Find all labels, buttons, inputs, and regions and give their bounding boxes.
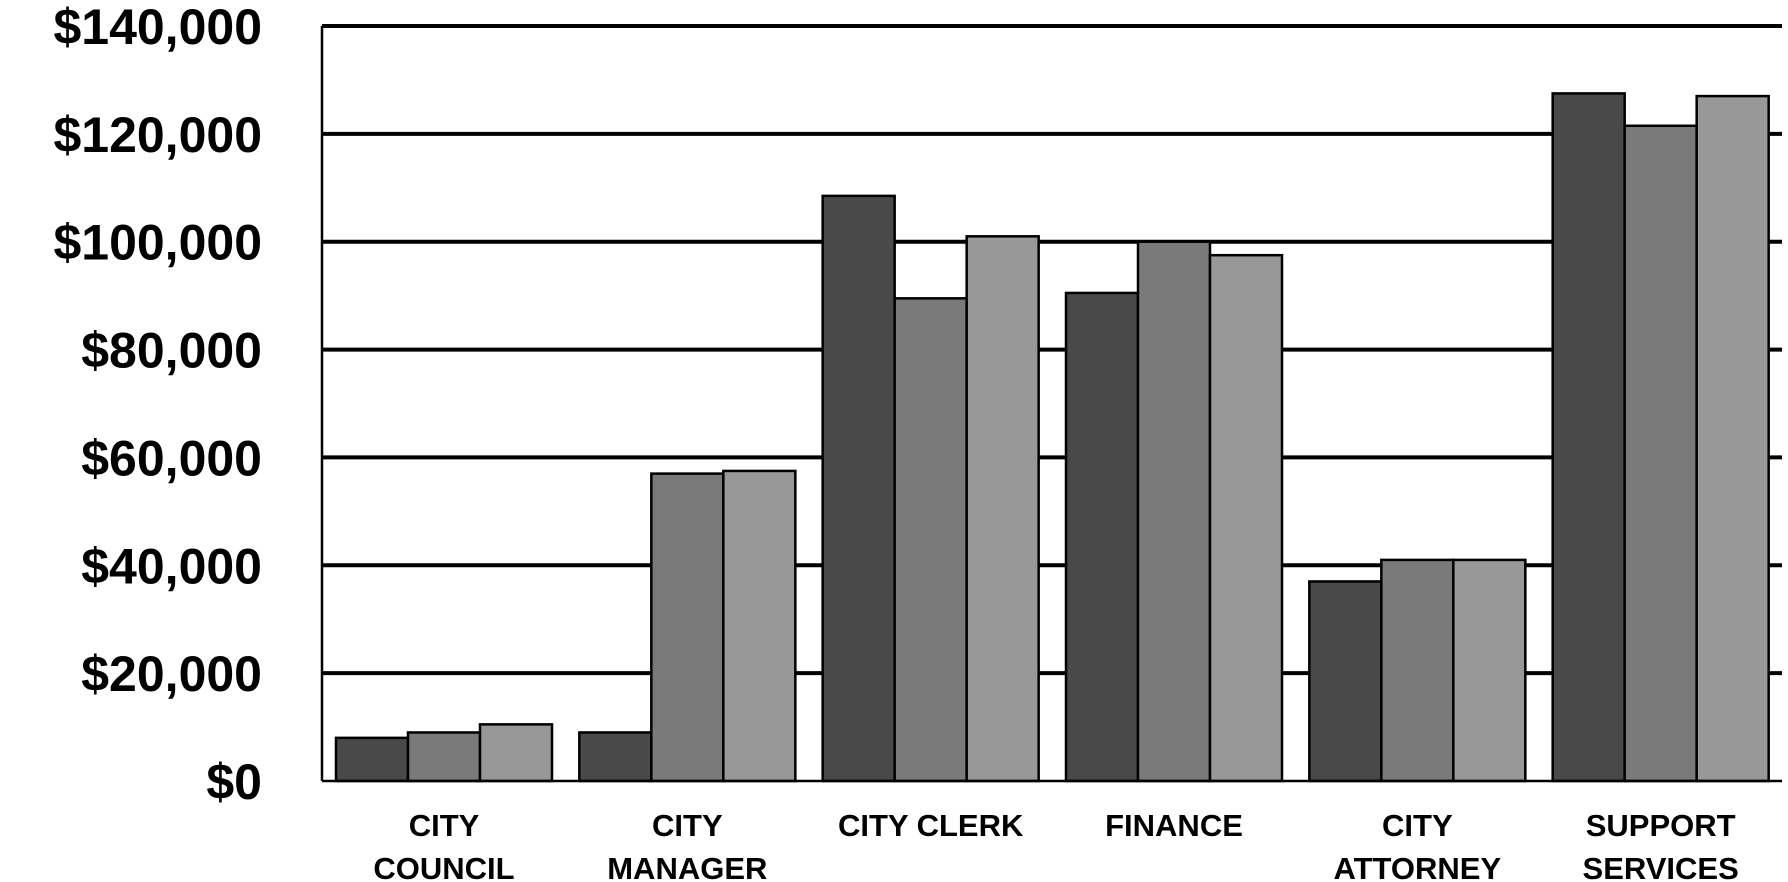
gridlines	[322, 24, 1782, 676]
category-label: ATTORNEY	[1334, 851, 1502, 882]
y-tick-label: $40,000	[81, 538, 262, 594]
category-label: CITY CLERK	[838, 808, 1024, 843]
bar	[722, 469, 797, 783]
category-label: CITY	[1382, 808, 1453, 843]
y-tick-labels: $0 $20,000 $40,000 $60,000 $80,000 $100,000 $1…	[53, 0, 262, 810]
category-label: MANAGER	[607, 851, 767, 882]
bar	[1136, 240, 1212, 783]
category-label: FINANCE	[1105, 808, 1243, 843]
bar	[893, 297, 968, 783]
bar	[1208, 253, 1284, 783]
bar	[1380, 558, 1455, 783]
bars	[334, 92, 1770, 783]
bar	[1064, 291, 1140, 783]
y-tick-label: $80,000	[81, 323, 262, 379]
bar	[406, 731, 482, 783]
y-tick-label: $120,000	[53, 107, 262, 163]
bar	[1452, 558, 1527, 783]
category-label: COUNCIL	[373, 851, 514, 882]
bar	[334, 736, 410, 783]
category-label: SUPPORT	[1586, 808, 1736, 843]
bar	[1308, 580, 1383, 783]
axes	[320, 26, 1782, 783]
y-tick-label: $60,000	[81, 430, 262, 486]
y-tick-label: $0	[206, 754, 262, 810]
category-label: CITY	[652, 808, 723, 843]
bar	[1623, 124, 1698, 783]
bar	[1695, 94, 1770, 783]
bar	[478, 723, 554, 783]
category-label: SERVICES	[1583, 851, 1739, 882]
bar	[821, 194, 896, 783]
y-tick-label: $140,000	[53, 0, 262, 55]
bar	[578, 731, 653, 783]
bar	[965, 235, 1040, 783]
y-tick-label: $100,000	[53, 215, 262, 271]
category-labels: CITY COUNCIL CITY MANAGER CITY CLERK FINANCE C…	[373, 808, 1738, 882]
bar	[650, 472, 725, 783]
category-label: CITY	[409, 808, 480, 843]
y-tick-label: $20,000	[81, 646, 262, 702]
bar	[1551, 92, 1626, 783]
